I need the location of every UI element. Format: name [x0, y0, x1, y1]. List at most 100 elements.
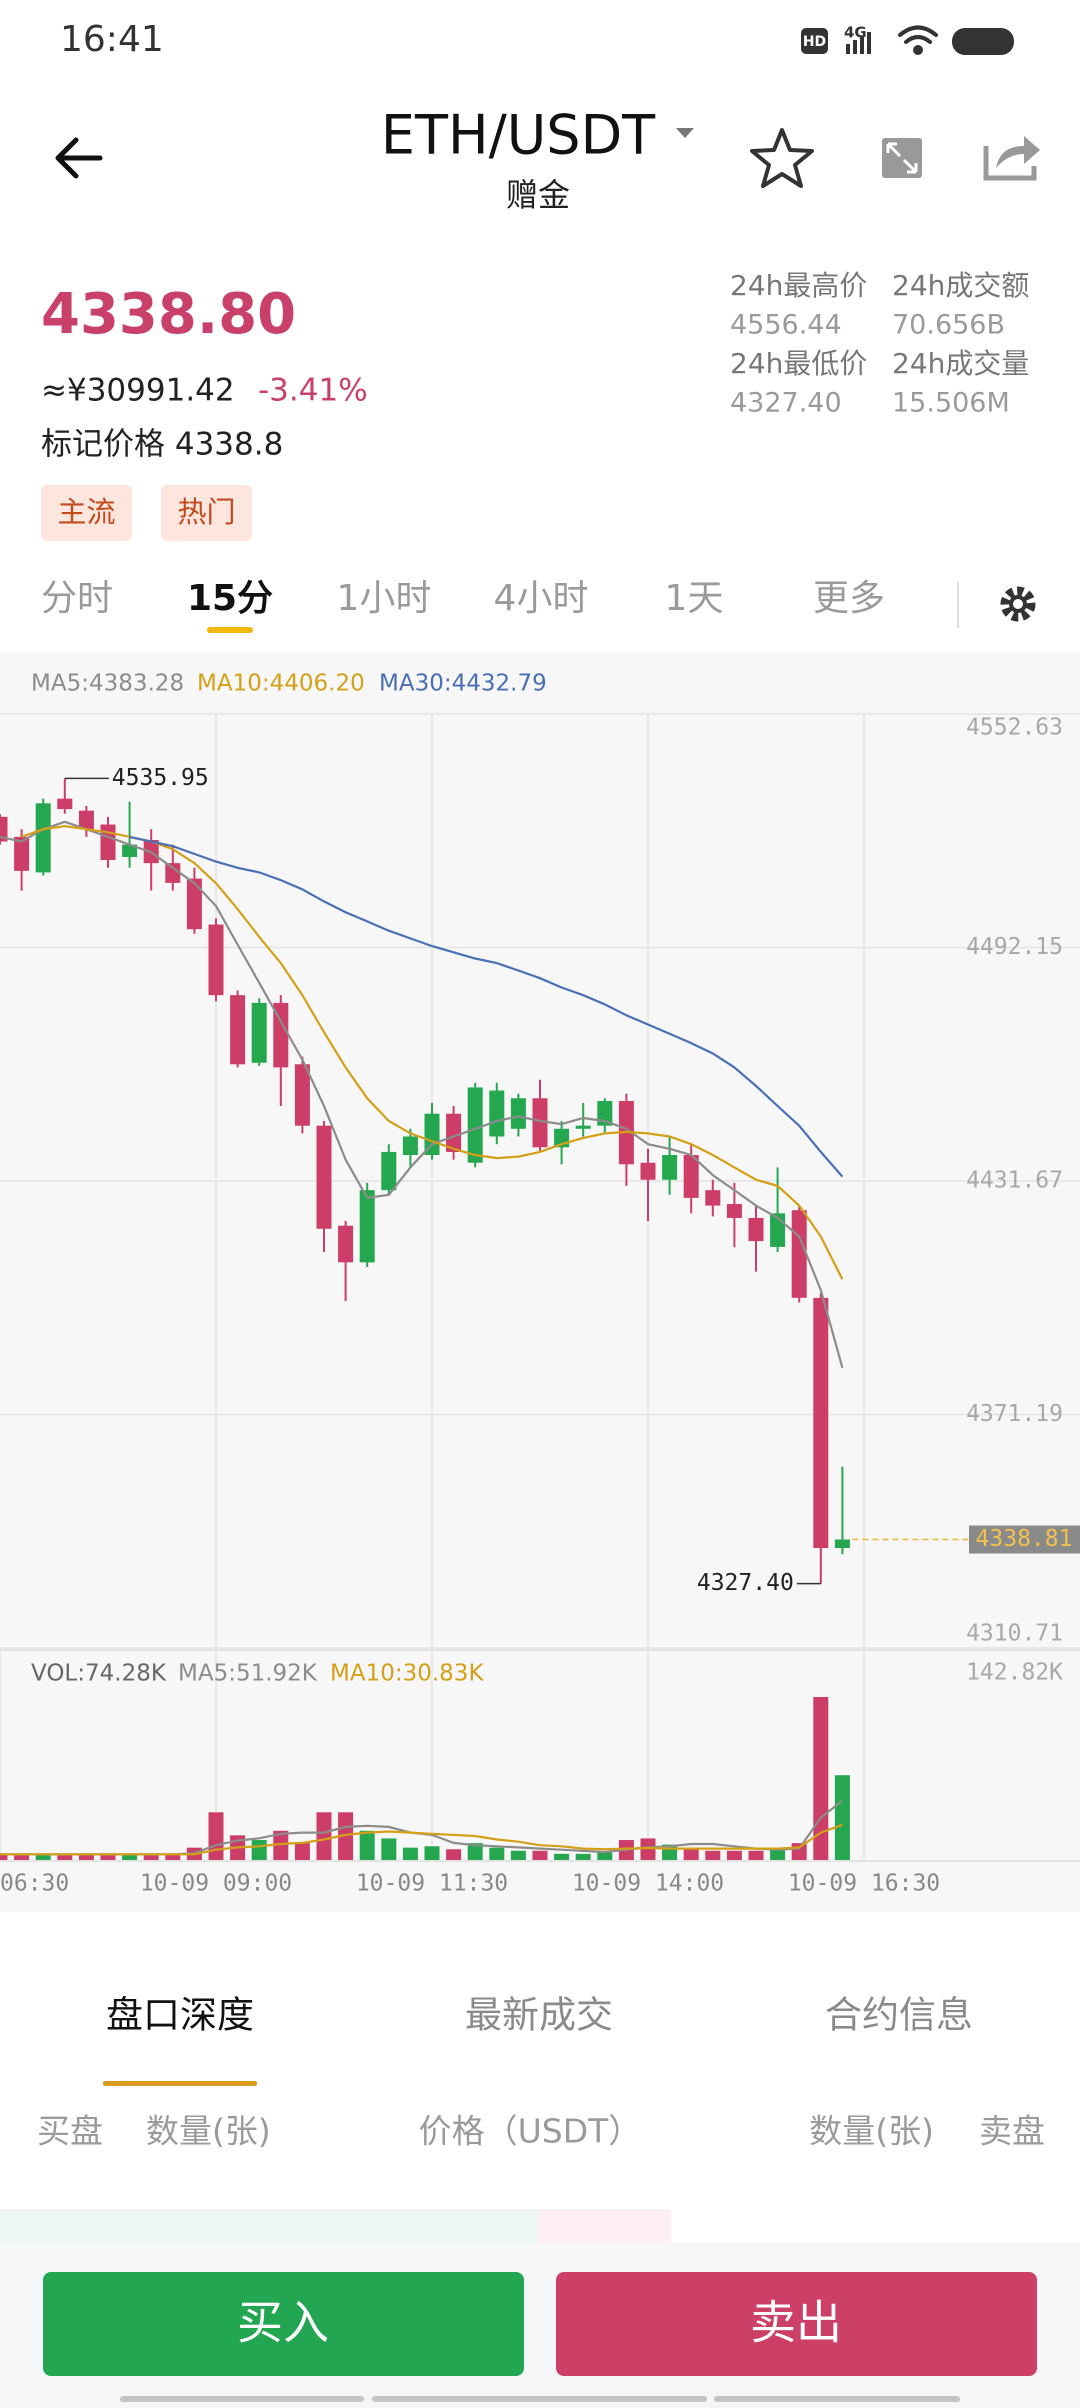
interval-tab[interactable]: 分时: [41, 578, 113, 619]
candle-body: [316, 1125, 332, 1229]
column-header: 价格（USDT）: [419, 2112, 642, 2151]
order-book-tab[interactable]: 最新成交: [465, 1994, 613, 2037]
volume-bar: [424, 1846, 440, 1860]
candle-body: [532, 1098, 548, 1148]
candle-body: [14, 836, 30, 871]
interval-underline: [207, 627, 253, 633]
interval-tab[interactable]: 更多: [813, 578, 885, 619]
interval-tab[interactable]: 4小时: [494, 578, 589, 619]
candle-body: [294, 1064, 310, 1126]
pair-subtitle: 赠金: [506, 176, 570, 214]
x-tick-label: 06:30: [0, 1871, 69, 1897]
cny-price: ≈¥30991.42: [41, 373, 235, 409]
stat-value: 15.506M: [892, 388, 1010, 419]
volume-bar: [489, 1847, 505, 1860]
stat-value: 4327.40: [730, 388, 842, 419]
pair-dropdown[interactable]: [676, 128, 694, 138]
share-button[interactable]: [983, 136, 1040, 181]
column-header: 数量(张): [809, 2112, 934, 2151]
x-tick-label: 10-09 11:30: [356, 1871, 508, 1897]
sell-button[interactable]: [556, 2272, 1037, 2376]
candle-body: [446, 1113, 462, 1152]
volume-bar: [467, 1843, 483, 1860]
y-tick-label: 4310.71: [966, 1621, 1063, 1647]
legend-entry: MA5:51.92K: [178, 1661, 318, 1687]
volume-bar: [208, 1812, 224, 1860]
candle-body: [381, 1151, 397, 1191]
volume-bar: [165, 1854, 181, 1860]
fullscreen-button[interactable]: [882, 138, 922, 178]
change-percent: -3.41%: [258, 373, 368, 409]
candle-body: [662, 1155, 678, 1180]
legend-entry: MA10:30.83K: [330, 1661, 484, 1687]
candle-body: [165, 863, 181, 883]
candle-body: [100, 824, 116, 861]
signal-icon: [846, 32, 871, 54]
candle-body: [251, 1002, 267, 1063]
volume-bar: [338, 1812, 354, 1860]
candle-body: [208, 924, 224, 996]
column-header: 卖盘: [979, 2112, 1045, 2151]
ma-line: [0, 1823, 843, 1856]
buy-label[interactable]: 买入: [237, 2296, 329, 2350]
candle-body: [489, 1090, 505, 1137]
volume-bar: [251, 1840, 267, 1860]
volume-bar: [597, 1852, 613, 1860]
volume-bar: [813, 1697, 829, 1860]
max-annotation-label: 4535.95: [112, 765, 209, 791]
volume-bar: [748, 1850, 764, 1860]
candle-body: [57, 798, 73, 810]
y-tick-label: 4492.15: [966, 934, 1063, 960]
volume-bar: [575, 1853, 591, 1860]
volume-bar: [683, 1847, 699, 1860]
volume-bar: [273, 1830, 289, 1860]
buy-button[interactable]: [43, 2272, 524, 2376]
order-book-tab[interactable]: 合约信息: [825, 1994, 973, 2037]
x-tick-label: 10-09 09:00: [140, 1871, 292, 1897]
interval-tab[interactable]: 1小时: [337, 578, 432, 619]
y-tick-label: 4371.19: [966, 1401, 1063, 1427]
stat-label: 24h成交额: [892, 269, 1029, 302]
x-tick-label: 10-09 16:30: [788, 1871, 940, 1897]
order-book-tab[interactable]: 盘口深度: [106, 1994, 254, 2037]
candle-body: [0, 816, 8, 842]
stat-value: 70.656B: [892, 310, 1005, 341]
back-button[interactable]: [55, 137, 103, 179]
volume-bar: [316, 1812, 332, 1860]
legend-entry: MA5:4383.28: [31, 671, 184, 697]
volume-bar: [35, 1854, 51, 1860]
volume-bar: [726, 1850, 742, 1860]
candle-body: [78, 810, 94, 830]
candle-body: [467, 1087, 483, 1163]
sell-label[interactable]: 卖出: [750, 2296, 842, 2350]
volume-bar: [791, 1843, 807, 1860]
candle-body: [748, 1217, 764, 1242]
tag-label: 主流: [57, 495, 115, 529]
favorite-button[interactable]: [750, 128, 814, 188]
pair-title[interactable]: ETH/USDT: [381, 104, 656, 167]
stat-label: 24h成交量: [892, 347, 1029, 380]
last-price-tag: [969, 1525, 1080, 1554]
volume-bar: [554, 1853, 570, 1860]
volume-bar: [640, 1838, 656, 1860]
candle-body: [402, 1136, 418, 1156]
volume-bar: [78, 1854, 94, 1860]
y-tick-label: 4552.63: [966, 715, 1063, 741]
settings-button[interactable]: [1000, 586, 1036, 622]
stat-label: 24h最高价: [730, 269, 867, 302]
last-price-label: 4338.81: [976, 1526, 1073, 1552]
candle-body: [726, 1204, 742, 1218]
stat-value: 4556.44: [730, 310, 842, 341]
candle-body: [424, 1113, 440, 1156]
y-tick-label: 4431.67: [966, 1168, 1063, 1194]
last-price: 4338.80: [41, 282, 296, 347]
bid-depth-strip: [0, 2209, 538, 2243]
battery-icon: [952, 28, 1014, 55]
order-book-underline: [103, 2081, 257, 2086]
legend-entry: VOL:74.28K: [31, 1661, 167, 1687]
interval-tab[interactable]: 1天: [665, 578, 724, 619]
interval-tab[interactable]: 15分: [187, 578, 273, 619]
legend-entry: MA30:4432.79: [379, 671, 547, 697]
candle-body: [683, 1155, 699, 1198]
